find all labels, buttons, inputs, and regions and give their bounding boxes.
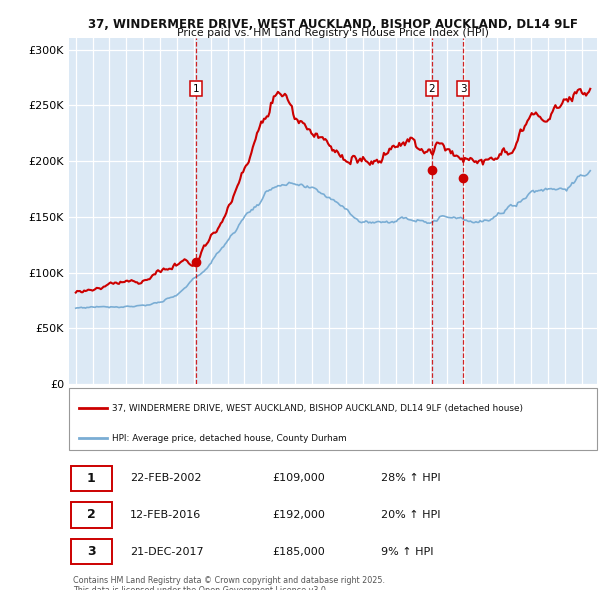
- FancyBboxPatch shape: [71, 539, 112, 564]
- Text: 3: 3: [460, 84, 467, 94]
- Text: 2: 2: [87, 509, 95, 522]
- Text: 28% ↑ HPI: 28% ↑ HPI: [380, 473, 440, 483]
- Text: HPI: Average price, detached house, County Durham: HPI: Average price, detached house, Coun…: [112, 434, 347, 442]
- FancyBboxPatch shape: [69, 388, 597, 450]
- Text: Contains HM Land Registry data © Crown copyright and database right 2025.
This d: Contains HM Land Registry data © Crown c…: [73, 576, 385, 590]
- Text: 1: 1: [193, 84, 199, 94]
- Text: 21-DEC-2017: 21-DEC-2017: [130, 546, 203, 556]
- Text: 20% ↑ HPI: 20% ↑ HPI: [380, 510, 440, 520]
- Text: 1: 1: [87, 472, 95, 485]
- Text: 3: 3: [87, 545, 95, 558]
- Text: £185,000: £185,000: [272, 546, 325, 556]
- Text: 9% ↑ HPI: 9% ↑ HPI: [380, 546, 433, 556]
- Text: £192,000: £192,000: [272, 510, 325, 520]
- Text: 22-FEB-2002: 22-FEB-2002: [130, 473, 201, 483]
- Text: £109,000: £109,000: [272, 473, 325, 483]
- Text: 37, WINDERMERE DRIVE, WEST AUCKLAND, BISHOP AUCKLAND, DL14 9LF (detached house): 37, WINDERMERE DRIVE, WEST AUCKLAND, BIS…: [112, 404, 523, 414]
- Text: 37, WINDERMERE DRIVE, WEST AUCKLAND, BISHOP AUCKLAND, DL14 9LF: 37, WINDERMERE DRIVE, WEST AUCKLAND, BIS…: [88, 18, 578, 31]
- Text: 12-FEB-2016: 12-FEB-2016: [130, 510, 201, 520]
- FancyBboxPatch shape: [71, 502, 112, 527]
- Text: 2: 2: [429, 84, 436, 94]
- Text: Price paid vs. HM Land Registry's House Price Index (HPI): Price paid vs. HM Land Registry's House …: [177, 28, 489, 38]
- FancyBboxPatch shape: [71, 466, 112, 491]
